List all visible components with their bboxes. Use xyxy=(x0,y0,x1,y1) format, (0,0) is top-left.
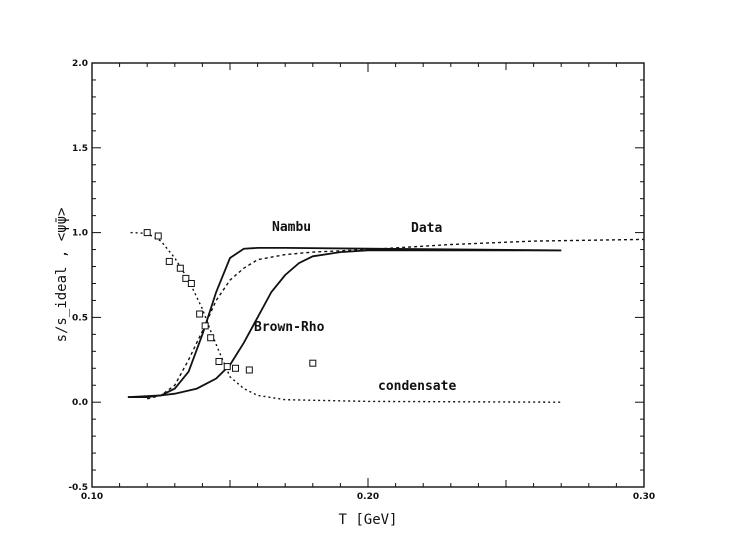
data-point xyxy=(187,279,195,287)
x-axis-title: T [GeV] xyxy=(338,512,397,528)
x-tick-label: 0.30 xyxy=(633,492,655,502)
data-point xyxy=(309,359,317,367)
data-point xyxy=(165,257,173,265)
data-point xyxy=(207,334,215,342)
y-tick-label: -0.5 xyxy=(68,483,88,493)
annotation-condensate: condensate xyxy=(378,379,456,394)
data-point xyxy=(154,232,162,240)
y-axis-title: s/s_ideal , <ψ̄ψ> xyxy=(54,208,70,343)
data-point xyxy=(143,229,151,237)
tick-labels: 0.10 0.20 0.30 -0.5 0.0 0.5 1.0 1.5 2.0 xyxy=(68,59,655,502)
x-tick-label: 0.20 xyxy=(357,492,379,502)
data-point xyxy=(196,310,204,318)
y-tick-label: 1.5 xyxy=(72,144,88,154)
series-line-4 xyxy=(130,231,562,403)
data-point xyxy=(245,366,253,374)
series-line-3 xyxy=(127,249,562,398)
annotation-brown-rho: Brown-Rho xyxy=(254,320,325,335)
series-line-2 xyxy=(147,238,645,400)
y-tick-label: 2.0 xyxy=(72,59,88,69)
data-point xyxy=(201,322,209,330)
series-line-1 xyxy=(127,247,562,398)
scatter-layer xyxy=(143,229,317,374)
x-tick-label: 0.10 xyxy=(81,492,103,502)
data-point xyxy=(223,363,231,371)
data-point xyxy=(215,357,223,365)
y-tick-label: 1.0 xyxy=(72,229,88,239)
annotation-data: Data xyxy=(411,221,442,236)
data-point xyxy=(176,264,184,272)
data-point xyxy=(182,274,190,282)
y-tick-label: 0.5 xyxy=(72,313,88,323)
annotation-nambu: Nambu xyxy=(272,220,311,235)
y-tick-label: 0.0 xyxy=(72,398,88,408)
axis-ticks xyxy=(91,62,645,488)
data-point xyxy=(232,364,240,372)
series-layer xyxy=(127,231,645,403)
plot-frame xyxy=(91,62,645,488)
